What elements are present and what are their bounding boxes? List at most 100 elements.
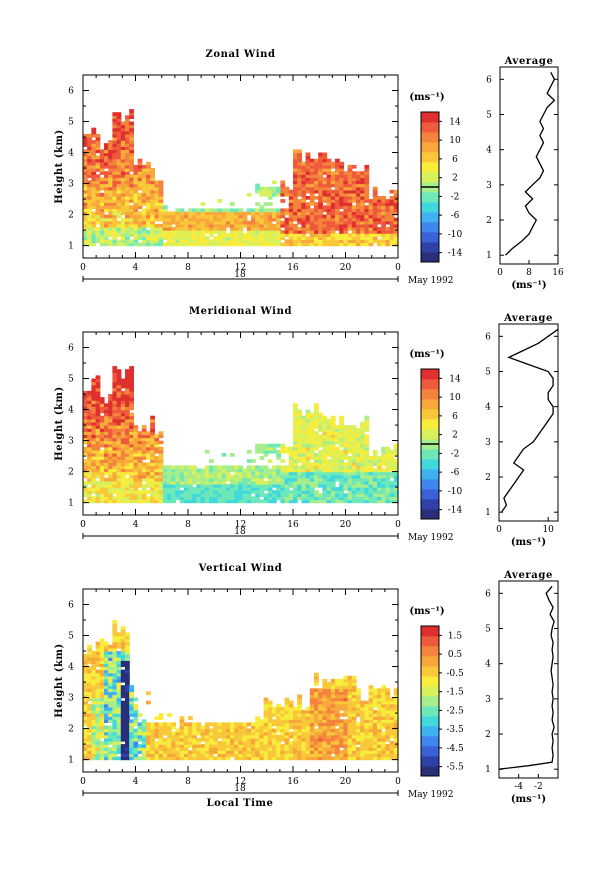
heatmap-cell bbox=[285, 698, 290, 702]
heatmap-cell bbox=[175, 465, 180, 469]
heatmap-cell bbox=[222, 465, 227, 469]
heatmap-cell bbox=[83, 654, 88, 658]
heatmap-cell bbox=[339, 425, 344, 429]
heatmap-cell bbox=[285, 239, 290, 243]
heatmap-cell bbox=[117, 632, 122, 636]
heatmap-cell bbox=[150, 425, 155, 429]
profile-y-tick-label: 2 bbox=[485, 473, 491, 483]
heatmap-cell bbox=[121, 391, 126, 395]
heatmap-cell bbox=[297, 410, 302, 414]
heatmap-cell bbox=[339, 168, 344, 172]
heatmap-cell bbox=[327, 425, 332, 429]
y-tick-label: 2 bbox=[68, 211, 74, 221]
heatmap-cell bbox=[104, 403, 109, 407]
heatmap-cell bbox=[280, 444, 285, 448]
heatmap-cell bbox=[247, 208, 252, 212]
heatmap-cell bbox=[377, 196, 382, 200]
profile-title: Average bbox=[504, 56, 554, 67]
colorbar-tick-label: 2 bbox=[452, 431, 458, 441]
heatmap-cell bbox=[280, 208, 285, 212]
heatmap-cell bbox=[276, 465, 281, 469]
colorbar-swatch bbox=[421, 222, 439, 232]
heatmap-cell bbox=[117, 168, 122, 172]
heatmap-cell bbox=[230, 722, 235, 726]
heatmap-cell bbox=[171, 465, 176, 469]
heatmap-cell bbox=[129, 168, 134, 172]
heatmap-cell bbox=[343, 425, 348, 429]
profile-line bbox=[505, 72, 554, 255]
heatmap-cell bbox=[268, 444, 273, 448]
heatmap-cell bbox=[369, 685, 374, 689]
heatmap-cell bbox=[87, 425, 92, 429]
heatmap-cell bbox=[83, 425, 88, 429]
x-tick-label: 16 bbox=[287, 263, 299, 273]
heatmap-cell bbox=[272, 181, 277, 185]
heatmap-cell bbox=[108, 140, 113, 144]
colorbar-swatch bbox=[421, 399, 439, 409]
heatmap-cell bbox=[96, 375, 101, 379]
y-tick-label: 6 bbox=[68, 87, 74, 97]
heatmap-cell bbox=[339, 750, 344, 754]
heatmap-cell bbox=[272, 729, 277, 733]
heatmap-cell bbox=[91, 140, 96, 144]
heatmap-cell bbox=[293, 168, 298, 172]
heatmap-cell bbox=[310, 425, 315, 429]
heatmap-cell bbox=[222, 722, 227, 726]
heatmap-cell bbox=[264, 481, 269, 485]
heatmap-cell bbox=[356, 171, 361, 175]
heatmap-cell bbox=[213, 236, 218, 240]
heatmap-cell bbox=[100, 397, 105, 401]
heatmap-cell bbox=[83, 682, 88, 686]
heatmap-cell bbox=[125, 425, 130, 429]
heatmap-cell bbox=[238, 465, 243, 469]
heatmap-cell bbox=[364, 168, 369, 172]
heatmap-cell bbox=[142, 462, 147, 466]
y-tick-label: 4 bbox=[68, 149, 74, 159]
heatmap-cell bbox=[117, 221, 122, 225]
heatmap-cell bbox=[385, 199, 390, 203]
heatmap-cell bbox=[129, 366, 134, 370]
heatmap-cell bbox=[339, 679, 344, 683]
heatmap-cell bbox=[100, 416, 105, 420]
heatmap-cell bbox=[276, 444, 281, 448]
colorbar-tick-label: -10 bbox=[448, 230, 463, 240]
colorbar-swatch bbox=[421, 469, 439, 479]
heatmap-cell bbox=[175, 208, 180, 212]
heatmap-cell bbox=[272, 187, 277, 191]
heatmap-cell bbox=[142, 484, 147, 488]
heatmap-cell bbox=[272, 465, 277, 469]
heatmap-cell bbox=[264, 208, 269, 212]
heatmap-cell bbox=[285, 465, 290, 469]
heatmap-cell bbox=[125, 168, 130, 172]
heatmap-cell bbox=[314, 729, 319, 733]
heatmap-cell bbox=[318, 413, 323, 417]
heatmap-cell bbox=[234, 208, 239, 212]
heatmap-cell bbox=[100, 177, 105, 181]
date-label: May 1992 bbox=[408, 276, 453, 286]
colorbar-tick-label: 14 bbox=[449, 374, 461, 384]
heatmap-cell bbox=[314, 673, 319, 677]
heatmap-cell bbox=[348, 676, 353, 680]
heatmap-cell bbox=[318, 450, 323, 454]
heatmap-cell bbox=[205, 208, 210, 212]
heatmap-cell bbox=[318, 425, 323, 429]
heatmap-cell bbox=[280, 181, 285, 185]
y-tick-label: 1 bbox=[68, 242, 74, 252]
profile-y-tick-label: 6 bbox=[486, 75, 492, 85]
heatmap-cells bbox=[83, 109, 399, 246]
heatmap-cell bbox=[230, 202, 235, 206]
heatmap-cell bbox=[154, 456, 159, 460]
heatmap-cell bbox=[276, 208, 281, 212]
heatmap-cell bbox=[205, 450, 210, 454]
heatmap-cell bbox=[297, 199, 302, 203]
heatmap-cell bbox=[322, 205, 327, 209]
heatmap-cell bbox=[259, 719, 264, 723]
heatmap-cell bbox=[322, 416, 327, 420]
heatmap-cell bbox=[96, 168, 101, 172]
heatmap-cell bbox=[171, 732, 176, 736]
heatmap-cell bbox=[390, 450, 395, 454]
heatmap-cell bbox=[369, 199, 374, 203]
day-label: 18 bbox=[234, 527, 246, 537]
heatmap-cell bbox=[243, 233, 248, 237]
